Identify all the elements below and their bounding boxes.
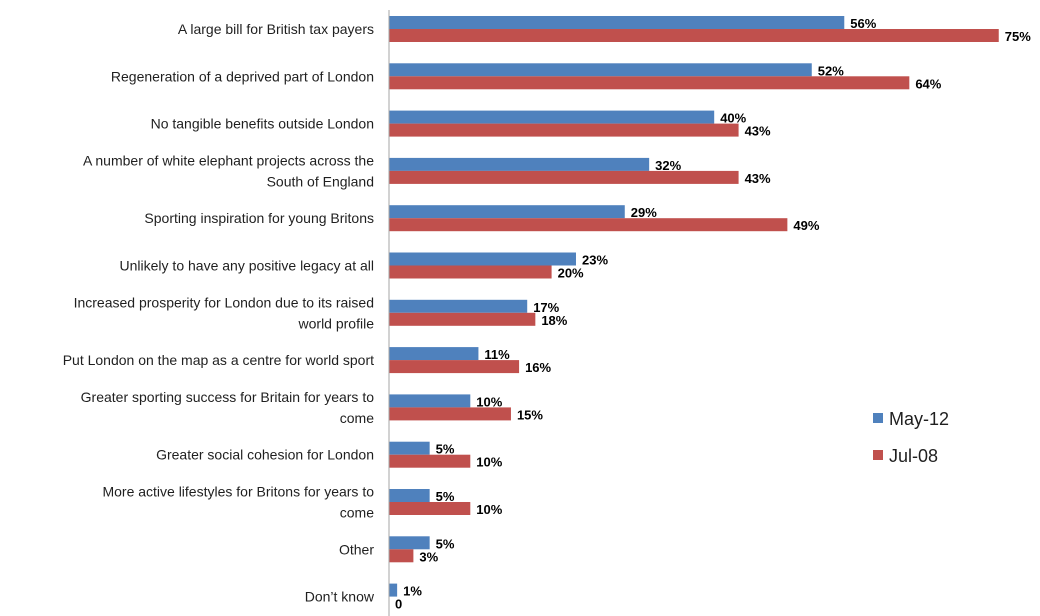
value-label-may-12: 5% <box>436 442 455 457</box>
legend: May-12 Jul-08 <box>873 409 949 466</box>
bar-jul-08 <box>389 502 471 515</box>
value-label-jul-08: 16% <box>525 360 551 375</box>
bar-jul-08 <box>389 265 552 279</box>
value-label-may-12: 52% <box>818 63 844 78</box>
legend-swatch <box>873 413 883 423</box>
value-label-jul-08: 0 <box>395 597 402 612</box>
value-label-jul-08: 75% <box>1005 29 1031 44</box>
value-label-may-12: 32% <box>655 158 681 173</box>
bar-jul-08 <box>389 76 910 90</box>
bar-may-12 <box>389 16 845 29</box>
category-label: Sporting inspiration for young Britons <box>144 210 374 226</box>
value-label-may-12: 5% <box>436 489 455 504</box>
bar-jul-08 <box>389 123 739 137</box>
value-label-may-12: 1% <box>403 584 422 599</box>
value-label-jul-08: 43% <box>745 171 771 186</box>
category-label: Put London on the map as a centre for wo… <box>63 352 374 368</box>
bar-may-12 <box>389 536 430 550</box>
bar-may-12 <box>389 157 650 171</box>
bar-jul-08 <box>389 454 471 468</box>
category-label: More active lifestyles for Britons for y… <box>102 484 374 521</box>
bar-may-12 <box>389 63 812 77</box>
bar-may-12 <box>389 583 398 597</box>
bar-jul-08 <box>389 170 739 184</box>
category-label: Unlikely to have any positive legacy at … <box>120 258 374 274</box>
category-label: Don’t know <box>305 589 375 605</box>
labels-layer: A large bill for British tax payers 56% 75… <box>63 16 1032 612</box>
value-label-may-12: 56% <box>850 16 876 31</box>
value-label-may-12: 5% <box>436 536 455 551</box>
value-label-jul-08: 43% <box>745 124 771 139</box>
bar-jul-08 <box>389 218 788 232</box>
value-label-may-12: 11% <box>484 347 510 362</box>
value-label-jul-08: 49% <box>793 218 819 233</box>
value-label-jul-08: 64% <box>915 76 941 91</box>
value-label-jul-08: 18% <box>541 313 567 328</box>
category-label: Regeneration of a deprived part of Londo… <box>111 68 374 84</box>
bar-may-12 <box>389 347 479 361</box>
category-label: Greater social cohesion for London <box>156 447 374 463</box>
bar-jul-08 <box>389 360 520 374</box>
bar-may-12 <box>389 441 430 455</box>
bar-may-12 <box>389 205 625 219</box>
bar-jul-08 <box>389 312 536 326</box>
value-label-may-12: 29% <box>631 205 657 220</box>
category-label: No tangible benefits outside London <box>151 116 374 132</box>
category-label: Other <box>339 541 374 557</box>
legend-label: Jul-08 <box>889 446 938 466</box>
legend-swatch <box>873 450 883 460</box>
legend-label: May-12 <box>889 409 949 429</box>
bar-may-12 <box>389 394 471 408</box>
bars-layer <box>389 16 999 597</box>
category-label: Greater sporting success for Britain for… <box>81 389 375 426</box>
value-label-jul-08: 10% <box>476 502 502 517</box>
category-label: A large bill for British tax payers <box>178 21 374 37</box>
value-label-may-12: 40% <box>720 111 746 126</box>
category-label: A number of white elephant projects acro… <box>83 152 374 189</box>
bar-jul-08 <box>389 29 999 42</box>
bar-may-12 <box>389 489 430 502</box>
bar-may-12 <box>389 252 576 266</box>
bar-may-12 <box>389 299 528 313</box>
value-label-jul-08: 10% <box>476 455 502 470</box>
value-label-jul-08: 20% <box>558 266 584 281</box>
value-label-jul-08: 15% <box>517 407 543 422</box>
value-label-may-12: 23% <box>582 253 608 268</box>
bar-jul-08 <box>389 407 511 421</box>
bar-may-12 <box>389 110 715 124</box>
value-label-may-12: 17% <box>533 300 559 315</box>
bar-jul-08 <box>389 549 414 563</box>
value-label-may-12: 10% <box>476 394 502 409</box>
value-label-jul-08: 3% <box>419 549 438 564</box>
category-label: Increased prosperity for London due to i… <box>74 294 375 331</box>
